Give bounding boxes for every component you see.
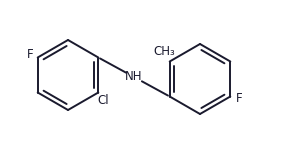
Text: F: F [26, 48, 33, 61]
Text: Cl: Cl [98, 94, 109, 107]
Text: F: F [236, 92, 243, 105]
Text: CH₃: CH₃ [154, 45, 176, 58]
Text: NH: NH [125, 71, 143, 84]
